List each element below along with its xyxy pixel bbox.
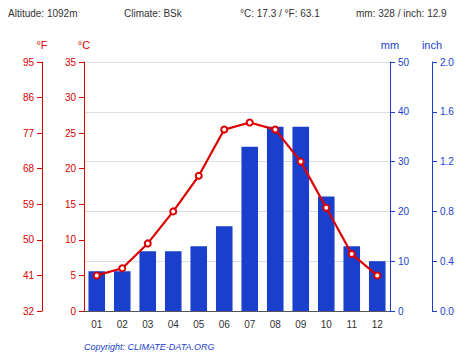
svg-text:35: 35: [65, 57, 77, 68]
svg-text:2.0: 2.0: [440, 57, 454, 68]
svg-text:20: 20: [65, 163, 77, 174]
svg-text:11: 11: [347, 319, 358, 330]
svg-text:0.4: 0.4: [440, 256, 454, 267]
svg-text:0.8: 0.8: [440, 206, 454, 217]
svg-text:50: 50: [23, 234, 35, 245]
svg-text:mm: 328 / inch: 12.9: mm: 328 / inch: 12.9: [356, 8, 447, 19]
svg-text:06: 06: [219, 319, 231, 330]
svg-text:95: 95: [23, 57, 35, 68]
svg-text:0: 0: [398, 306, 404, 317]
svg-text:03: 03: [142, 319, 154, 330]
svg-text:41: 41: [23, 270, 35, 281]
svg-text:12: 12: [372, 319, 384, 330]
svg-text:°F: °F: [36, 39, 47, 51]
svg-text:30: 30: [65, 92, 77, 103]
svg-text:04: 04: [168, 319, 180, 330]
svg-text:0.0: 0.0: [440, 306, 454, 317]
svg-text:02: 02: [117, 319, 129, 330]
svg-text:10: 10: [65, 234, 77, 245]
svg-text:1.6: 1.6: [440, 106, 454, 117]
svg-text:°C: 17.3 / °F: 63.1: °C: 17.3 / °F: 63.1: [240, 8, 320, 19]
svg-text:59: 59: [23, 199, 35, 210]
svg-text:07: 07: [244, 319, 256, 330]
svg-text:Climate: BSk: Climate: BSk: [124, 8, 183, 19]
svg-text:09: 09: [295, 319, 307, 330]
svg-text:10: 10: [398, 256, 410, 267]
svg-text:50: 50: [398, 57, 410, 68]
svg-text:15: 15: [65, 199, 77, 210]
svg-text:inch: inch: [422, 39, 442, 51]
svg-text:10: 10: [321, 319, 333, 330]
svg-text:32: 32: [23, 306, 35, 317]
svg-text:0: 0: [70, 306, 76, 317]
svg-text:05: 05: [193, 319, 205, 330]
svg-text:08: 08: [270, 319, 282, 330]
svg-text:01: 01: [91, 319, 103, 330]
svg-text:20: 20: [398, 206, 410, 217]
svg-text:°C: °C: [78, 39, 90, 51]
svg-text:30: 30: [398, 156, 410, 167]
svg-text:68: 68: [23, 163, 35, 174]
svg-text:5: 5: [70, 270, 76, 281]
svg-text:Altitude: 1092m: Altitude: 1092m: [8, 8, 78, 19]
svg-text:40: 40: [398, 106, 410, 117]
svg-text:1.2: 1.2: [440, 156, 454, 167]
svg-text:86: 86: [23, 92, 35, 103]
svg-text:Copyright: CLIMATE-DATA.ORG: Copyright: CLIMATE-DATA.ORG: [84, 342, 215, 352]
svg-text:25: 25: [65, 128, 77, 139]
svg-text:mm: mm: [381, 39, 399, 51]
svg-text:77: 77: [23, 128, 35, 139]
